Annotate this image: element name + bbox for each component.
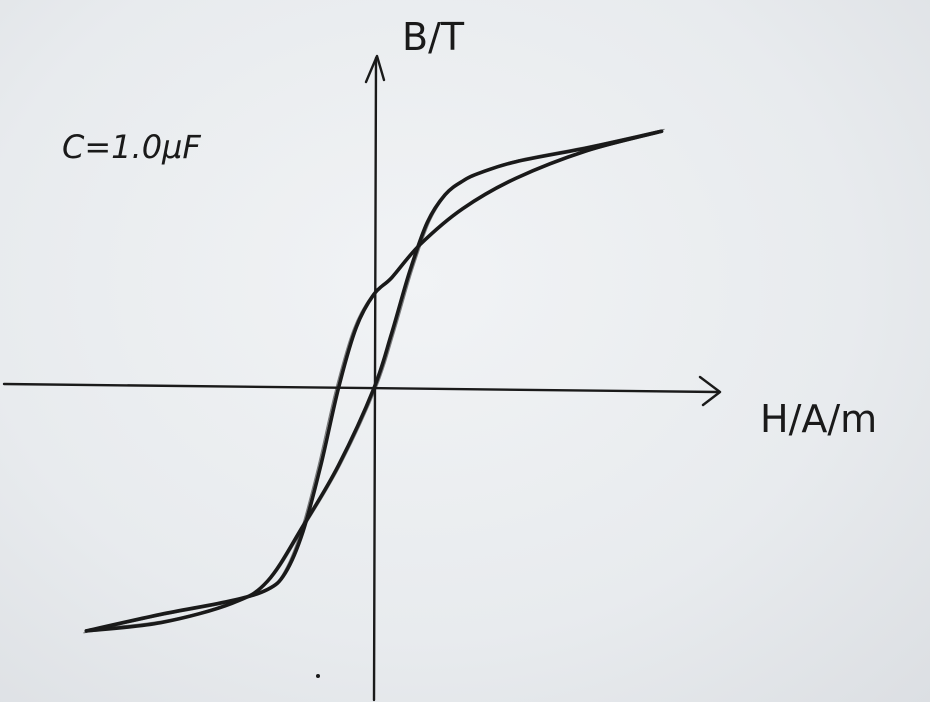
x-axis-arrowhead (698, 375, 722, 407)
capacitance-annotation: C=1.0μF (62, 128, 201, 166)
x-axis-label: H/A/m (760, 397, 877, 441)
y-axis (372, 56, 378, 702)
y-axis-label: B/T (402, 15, 465, 59)
y-axis-arrowhead (364, 54, 386, 84)
x-axis (2, 382, 720, 394)
curve-retrace-ascending (89, 128, 665, 630)
curve-retrace-descending (83, 132, 659, 634)
ink-dot (316, 674, 320, 678)
hysteresis-loop (83, 128, 665, 634)
